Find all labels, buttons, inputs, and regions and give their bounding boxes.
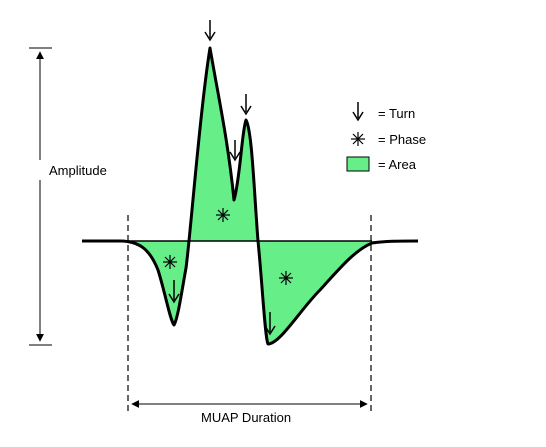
turn-arrow-icon (352, 102, 364, 122)
duration-label: MUAP Duration (201, 410, 291, 425)
amplitude-label-bg (36, 160, 114, 180)
legend: = Turn = Phase = Area (346, 102, 426, 172)
turn-arrow-icon (168, 280, 180, 304)
phase-asterisk-icon (351, 132, 365, 146)
amplitude-label: Amplitude (49, 163, 107, 178)
phase-asterisk-icon (163, 255, 177, 269)
muap-waveform (82, 46, 419, 346)
turn-arrow-icon (229, 140, 241, 162)
waveform-area (120, 48, 415, 344)
turn-arrow-icon (204, 20, 216, 42)
legend-item-turn: = Turn (352, 102, 415, 122)
turn-arrow-icon (240, 94, 252, 116)
legend-label-area: = Area (378, 157, 417, 172)
phase-asterisk-icon (216, 208, 230, 222)
turn-arrow-icon (264, 312, 276, 336)
legend-label-phase: = Phase (378, 132, 426, 147)
legend-item-phase: = Phase (351, 132, 426, 147)
area-swatch-icon (346, 156, 370, 172)
legend-label-turn: = Turn (378, 106, 415, 121)
legend-item-area: = Area (346, 156, 417, 172)
phase-asterisk-icon (279, 271, 293, 285)
